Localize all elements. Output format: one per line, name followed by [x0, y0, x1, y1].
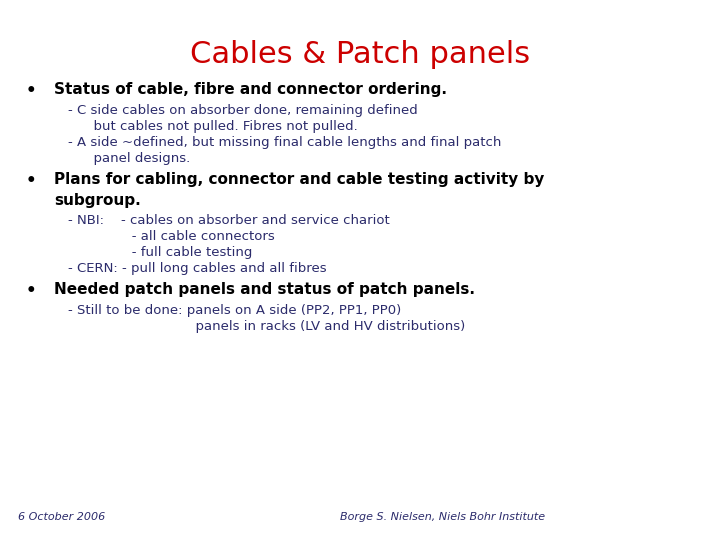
- Text: - CERN: - pull long cables and all fibres: - CERN: - pull long cables and all fibre…: [68, 262, 327, 275]
- Text: •: •: [25, 82, 36, 100]
- Text: - all cable connectors: - all cable connectors: [68, 230, 275, 243]
- Text: •: •: [25, 282, 36, 300]
- Text: - C side cables on absorber done, remaining defined: - C side cables on absorber done, remain…: [68, 104, 418, 117]
- Text: panels in racks (LV and HV distributions): panels in racks (LV and HV distributions…: [68, 320, 466, 333]
- Text: Needed patch panels and status of patch panels.: Needed patch panels and status of patch …: [54, 282, 475, 297]
- Text: - full cable testing: - full cable testing: [68, 246, 253, 259]
- Text: Status of cable, fibre and connector ordering.: Status of cable, fibre and connector ord…: [54, 82, 447, 97]
- Text: - Still to be done: panels on A side (PP2, PP1, PP0): - Still to be done: panels on A side (PP…: [68, 304, 402, 317]
- Text: Plans for cabling, connector and cable testing activity by
subgroup.: Plans for cabling, connector and cable t…: [54, 172, 544, 208]
- Text: Borge S. Nielsen, Niels Bohr Institute: Borge S. Nielsen, Niels Bohr Institute: [340, 512, 545, 522]
- Text: Cables & Patch panels: Cables & Patch panels: [190, 40, 530, 69]
- Text: but cables not pulled. Fibres not pulled.: but cables not pulled. Fibres not pulled…: [68, 120, 358, 133]
- Text: 6 October 2006: 6 October 2006: [18, 512, 105, 522]
- Text: - NBI:    - cables on absorber and service chariot: - NBI: - cables on absorber and service …: [68, 214, 390, 227]
- Text: - A side ~defined, but missing final cable lengths and final patch: - A side ~defined, but missing final cab…: [68, 136, 502, 149]
- Text: panel designs.: panel designs.: [68, 152, 191, 165]
- Text: •: •: [25, 172, 36, 190]
